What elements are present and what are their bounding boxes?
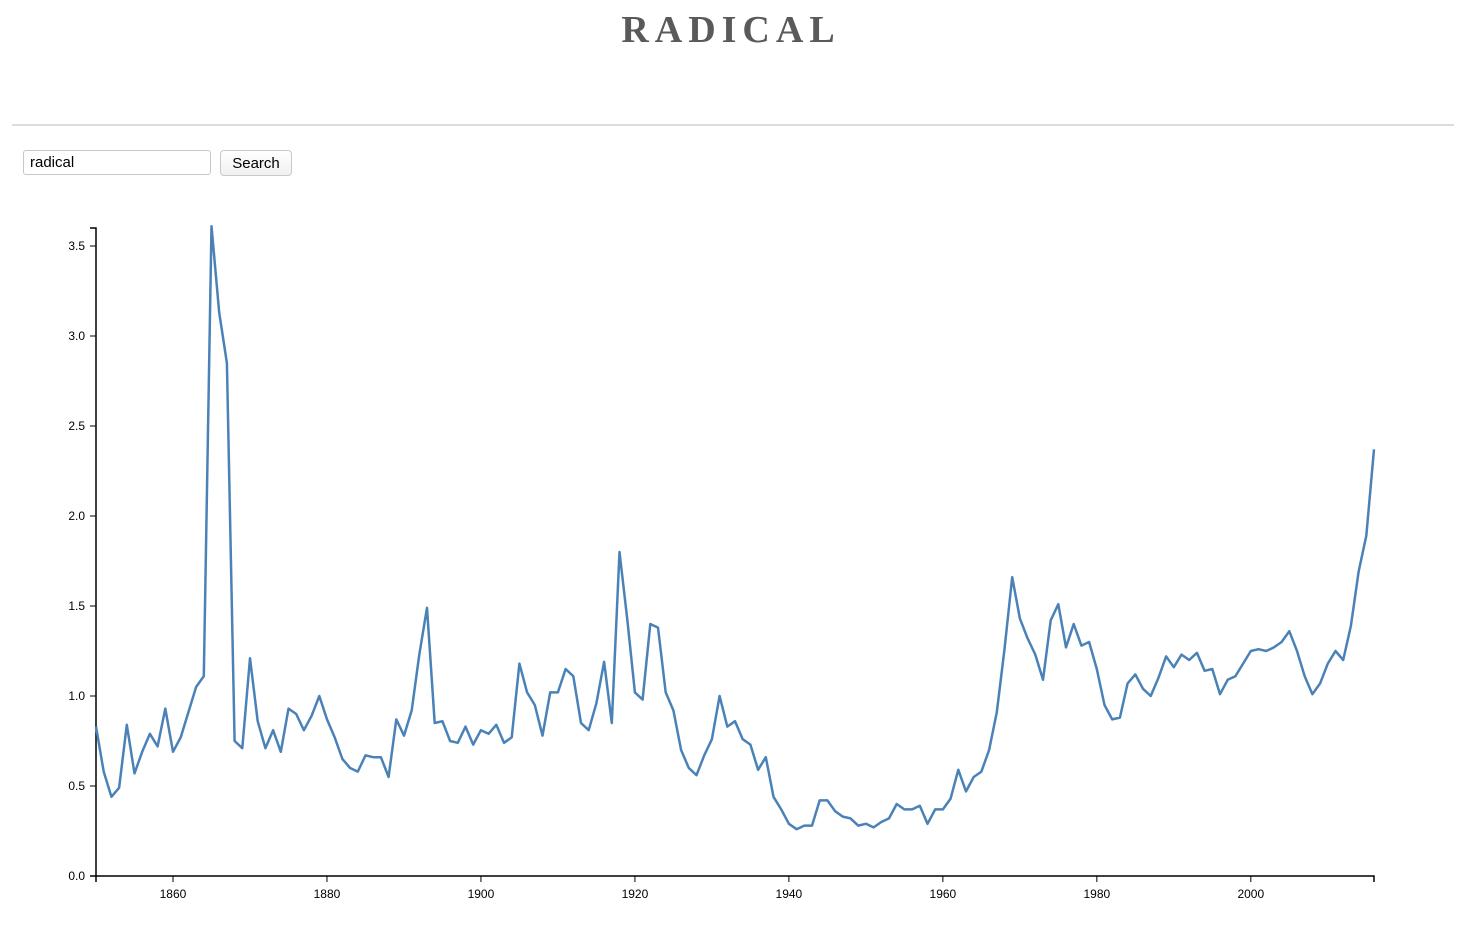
x-tick-label: 2000 <box>1237 887 1264 901</box>
x-axis-line <box>95 875 1375 882</box>
x-tick-label: 1860 <box>160 887 187 901</box>
y-tick-label: 3.5 <box>68 239 85 253</box>
x-tick-label: 1940 <box>776 887 803 901</box>
y-tick-label: 2.0 <box>68 509 85 523</box>
y-tick-label: 1.5 <box>68 599 85 613</box>
search-button[interactable]: Search <box>220 150 292 176</box>
header-divider <box>12 124 1454 126</box>
y-tick-label: 0.5 <box>68 779 85 793</box>
x-tick-label: 1900 <box>468 887 495 901</box>
x-tick-label: 1880 <box>314 887 341 901</box>
x-tick-label: 1980 <box>1083 887 1110 901</box>
y-tick-label: 2.5 <box>68 419 85 433</box>
y-tick-label: 1.0 <box>68 689 85 703</box>
series-line <box>94 224 1376 831</box>
y-tick-label: 0.0 <box>68 869 85 883</box>
y-tick-label: 3.0 <box>68 329 85 343</box>
search-input[interactable] <box>23 150 211 175</box>
x-tick-label: 1960 <box>930 887 957 901</box>
page-title: RADICAL <box>621 9 841 51</box>
x-tick-label: 1920 <box>622 887 649 901</box>
y-axis-line <box>90 227 97 877</box>
